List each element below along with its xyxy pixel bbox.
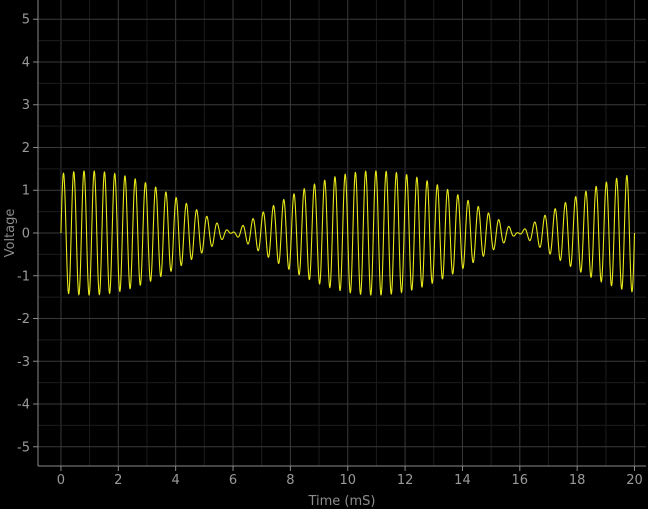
y-tick-label: 3 [22, 98, 30, 113]
axes [33, 0, 646, 471]
x-tick-label: 20 [626, 473, 643, 488]
y-tick-label: 5 [22, 13, 30, 28]
y-tick-label: 4 [22, 55, 30, 70]
x-tick-labels: 0 2 4 6 8 10 12 14 16 18 20 [57, 473, 643, 488]
y-tick-label: -2 [17, 312, 30, 327]
y-tick-label: -5 [17, 440, 30, 455]
y-tick-label: -4 [17, 398, 30, 413]
x-tick-label: 0 [57, 473, 65, 488]
y-tick-label: -3 [17, 355, 30, 370]
series-line-voltage [60, 170, 636, 296]
y-axis-label: Voltage [3, 209, 18, 258]
x-tick-label: 4 [172, 473, 180, 488]
x-tick-label: 16 [512, 473, 529, 488]
grid-lines [38, 0, 646, 466]
y-tick-label: 2 [22, 141, 30, 156]
x-tick-label: 18 [569, 473, 586, 488]
y-tick-label: 0 [22, 227, 30, 242]
x-tick-label: 8 [286, 473, 294, 488]
x-tick-label: 12 [397, 473, 414, 488]
x-tick-label: 10 [339, 473, 356, 488]
x-axis-label: Time (mS) [307, 494, 375, 509]
y-tick-label: -1 [17, 269, 30, 284]
y-tick-labels: 5 4 3 2 1 0 -1 -2 -3 -4 -5 [17, 13, 30, 456]
x-tick-label: 2 [114, 473, 122, 488]
y-tick-label: 1 [22, 184, 30, 199]
x-tick-label: 14 [454, 473, 471, 488]
x-tick-label: 6 [229, 473, 237, 488]
